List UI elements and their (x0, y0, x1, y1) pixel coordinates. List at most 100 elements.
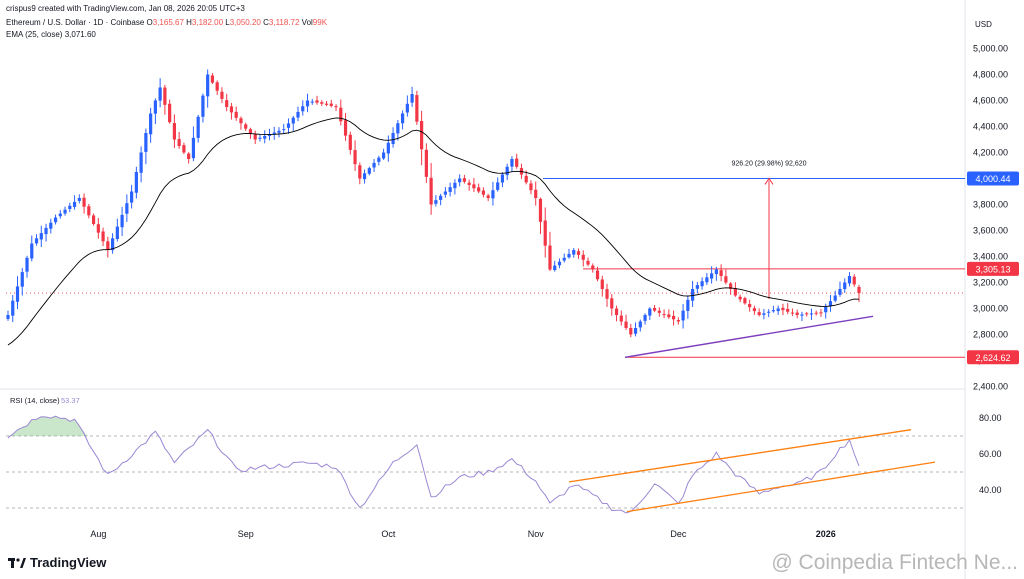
candle-body (225, 100, 229, 107)
volume-label: Vol (301, 18, 313, 27)
time-tick-label: Nov (528, 529, 545, 539)
candle-body (714, 269, 718, 275)
candle-body (752, 308, 757, 312)
candle-body (315, 100, 319, 103)
price-badge (967, 350, 1019, 365)
ema-label[interactable]: EMA (25, close) (6, 30, 63, 39)
candle-body (44, 227, 48, 235)
candle-body (824, 306, 828, 313)
time-tick-label: Oct (381, 529, 396, 539)
candle-body (396, 123, 400, 134)
candle-body (795, 312, 799, 315)
currency-label: USD (975, 20, 992, 29)
candle-body (719, 270, 723, 276)
ema-value: 3,071.60 (64, 30, 96, 39)
candle-body (196, 116, 200, 138)
candle-body (700, 281, 704, 287)
candle-body (576, 251, 581, 255)
candle-body (534, 189, 538, 198)
candle-body (543, 220, 547, 246)
price-tick-label: 4,400.00 (973, 122, 1008, 132)
candle-body (296, 111, 300, 118)
candle-body (187, 153, 191, 159)
candle-body (220, 91, 224, 99)
candle-body (657, 310, 661, 313)
candle-body (324, 103, 329, 105)
candle-body (386, 142, 390, 154)
candle-body (229, 106, 234, 113)
ema-legend: EMA (25, close) 3,071.60 (6, 30, 96, 39)
high-label: H (186, 18, 192, 27)
candle-body (301, 106, 305, 112)
candle-body (838, 289, 842, 295)
price-tick-label: 3,600.00 (973, 226, 1008, 236)
watermark-text: @ Coinpedia Fintech Ne... (771, 551, 1018, 574)
low-label: L (225, 18, 230, 27)
candle-body (25, 257, 29, 272)
candle-body (743, 298, 747, 304)
candle-body (843, 282, 847, 290)
candle-body (467, 182, 471, 185)
price-tick-label: 4,600.00 (973, 96, 1008, 106)
candle-body (610, 298, 614, 309)
candle-body (757, 312, 761, 315)
candle-body (130, 191, 134, 203)
candle-body (96, 224, 100, 233)
candle-body (652, 307, 657, 311)
candle-body (134, 172, 138, 193)
candle-body (215, 82, 219, 91)
candle-body (258, 137, 262, 139)
candle-body (415, 95, 419, 122)
candle-body (63, 209, 67, 214)
candle-body (11, 300, 15, 316)
symbol-name[interactable]: Ethereum / U.S. Dollar · 1D · Coinbase (6, 18, 145, 27)
candle-body (153, 100, 157, 114)
candle-body (681, 310, 685, 321)
candle-body (139, 152, 143, 173)
candle-body (87, 206, 91, 216)
close-value: 3,118.72 (268, 18, 300, 27)
candle-body (695, 285, 699, 289)
candle-body (819, 312, 823, 314)
candle-body (115, 226, 119, 239)
candle-body (733, 288, 737, 296)
candle-body (72, 201, 77, 207)
candle-body (600, 279, 604, 289)
candle-body (367, 168, 371, 174)
price-badge-label: 3,305.13 (975, 264, 1010, 274)
candle-body (20, 272, 24, 287)
candle-body (310, 101, 314, 103)
time-tick-label: Dec (670, 529, 687, 539)
candle-body (239, 118, 243, 124)
candle-body (833, 295, 837, 301)
rsi-tick-label: 60.00 (979, 449, 1002, 459)
open-value: 3,165.67 (152, 18, 184, 27)
candle-body (662, 314, 666, 316)
candle-body (481, 190, 486, 195)
tradingview-logo[interactable]: TradingView (8, 555, 106, 570)
rsi-tick-label: 80.00 (979, 413, 1002, 423)
candle-body (272, 132, 276, 135)
candle-body (91, 215, 96, 224)
price-badge (967, 261, 1019, 276)
candle-body (267, 134, 272, 137)
candle-body (567, 253, 571, 258)
candle-body (391, 133, 395, 144)
candle-body (729, 283, 733, 289)
candle-body (691, 289, 695, 301)
candle-body (633, 328, 638, 334)
close-label: C (263, 18, 269, 27)
measure-arrow-head (764, 177, 774, 185)
candle-body (248, 129, 253, 135)
candle-body (263, 136, 267, 139)
ascending-trendline (624, 315, 874, 358)
candle-body (648, 308, 652, 316)
candle-body (30, 243, 34, 259)
candle-body (790, 312, 795, 314)
rsi-line (7, 415, 860, 514)
candle-body (491, 190, 495, 199)
candle-body (182, 145, 186, 153)
candle-body (339, 107, 343, 122)
